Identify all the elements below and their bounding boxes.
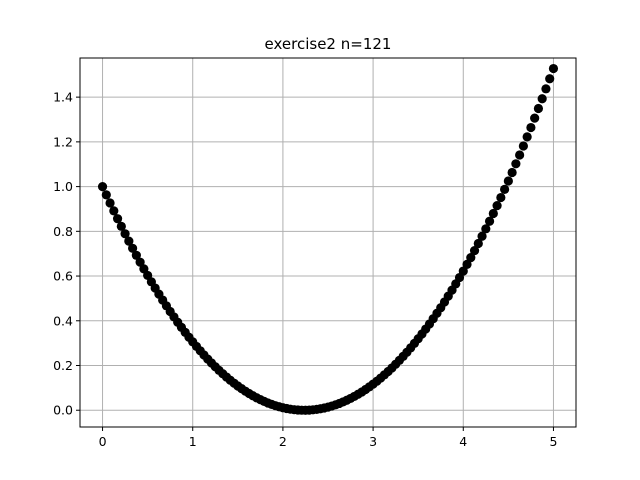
x-tick-label: 5 [549,434,557,449]
data-point [120,229,130,239]
data-point [135,257,145,267]
data-point [496,192,506,203]
data-point [105,198,115,208]
data-point [541,84,551,94]
data-point [109,206,119,216]
x-tick-label: 2 [279,434,287,449]
data-point [469,246,480,256]
axes: 0 1 2 3 4 5 0.0 0.2 0.4 0.6 0.8 1.0 1.2 1.4 [53,57,577,449]
y-tick-label: 1.2 [53,134,73,149]
grid [80,58,576,427]
y-tick-label: 0.8 [53,224,73,239]
y-tick-label: 1.4 [53,90,73,105]
data-point [548,63,559,74]
data-point [515,150,525,160]
data-point [101,190,111,200]
plot-frame [79,57,577,428]
data-points [97,63,559,415]
data-point [484,216,495,226]
data-point [97,181,108,192]
data-point [530,113,540,123]
x-tick-label: 0 [99,434,107,449]
y-tick-label: 1.0 [53,179,73,194]
y-tick-label: 0.4 [53,313,73,328]
data-point [112,214,123,224]
data-point [507,167,517,178]
data-point [533,103,544,114]
data-point [503,176,513,186]
data-point [518,141,528,151]
x-tick-label: 4 [459,434,467,449]
data-point [522,132,532,142]
y-tick-label: 0.0 [53,403,73,418]
data-point [462,259,472,270]
data-point [477,231,487,241]
data-point [481,224,491,234]
x-tick-label: 1 [189,434,197,449]
data-point [492,200,502,211]
data-point [537,94,547,104]
y-tick-label: 0.2 [53,358,73,373]
data-point [116,221,126,231]
chart-title: exercise2 n=121 [265,35,392,53]
data-point [131,250,141,260]
data-point [500,184,510,194]
data-point [128,243,138,253]
x-tick-label: 3 [369,434,377,449]
data-point [488,208,498,219]
data-point [526,122,536,133]
data-point [545,74,555,84]
data-point [466,253,476,263]
data-point [473,238,483,249]
data-point [124,236,134,246]
data-point [511,159,521,169]
y-tick-label: 0.6 [53,269,73,284]
